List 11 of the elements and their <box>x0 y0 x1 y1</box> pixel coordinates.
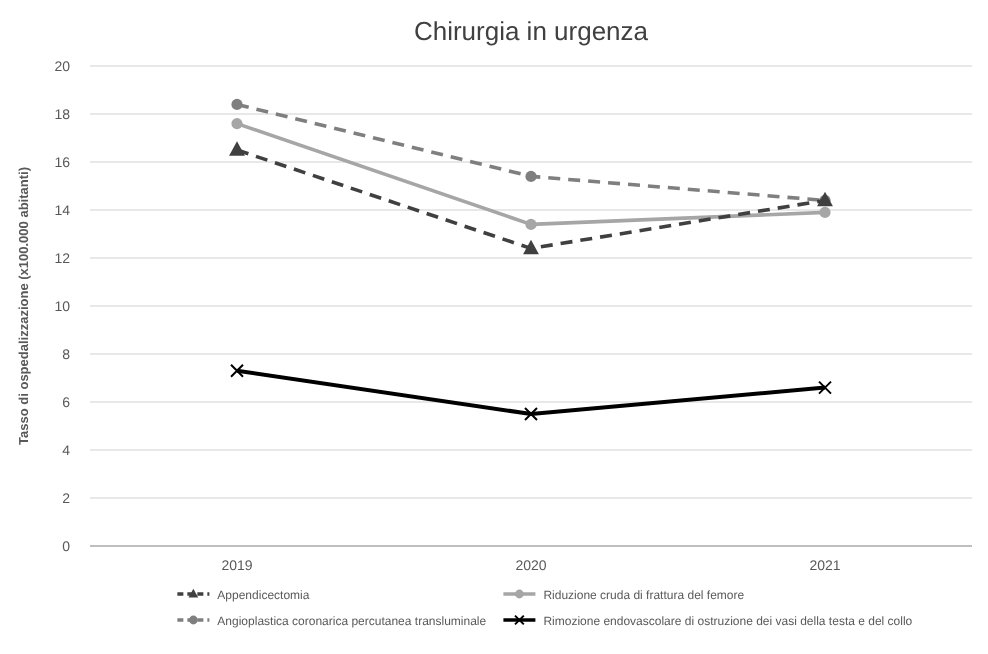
point <box>525 218 537 230</box>
point <box>229 141 245 156</box>
point <box>818 380 832 395</box>
point <box>230 363 244 378</box>
chart-title: Chirurgia in urgenza <box>413 16 650 46</box>
point <box>231 118 243 130</box>
point <box>524 407 538 421</box>
point <box>819 206 831 218</box>
point <box>525 170 537 182</box>
point <box>231 98 243 110</box>
point <box>523 239 539 255</box>
